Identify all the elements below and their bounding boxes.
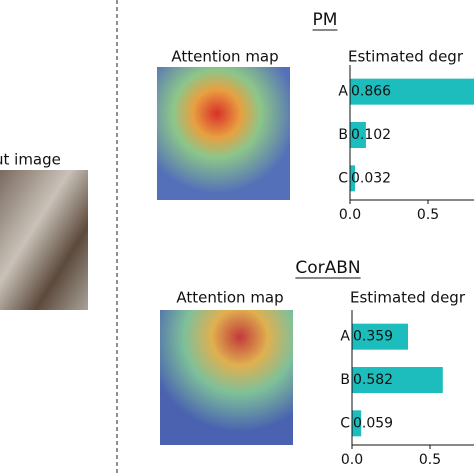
image-caption: Attention map [171, 48, 278, 66]
attention-image [160, 310, 293, 445]
panel-heading: CorABN [295, 258, 360, 278]
value-label: 0.866 [351, 84, 391, 100]
y-tick-label: A [340, 329, 350, 345]
chart-title: Estimated degr [348, 48, 464, 66]
x-tick-label: 0.5 [419, 452, 441, 468]
bar [352, 323, 409, 350]
input-caption: ut image [0, 151, 61, 169]
attention-image [157, 67, 290, 200]
value-label: 0.582 [353, 372, 393, 388]
x-tick-label: 0.0 [341, 452, 363, 468]
x-tick-label: 0.5 [417, 207, 439, 223]
y-tick-label: B [340, 372, 350, 388]
y-tick-label: C [338, 170, 348, 186]
bar [350, 165, 355, 192]
value-label: 0.359 [353, 329, 393, 345]
y-tick-label: A [338, 84, 348, 100]
bar [352, 367, 443, 393]
value-label: 0.102 [351, 127, 391, 143]
bar [350, 122, 366, 148]
y-tick-label: B [338, 127, 348, 143]
input-image [0, 170, 88, 310]
chart-title: Estimated degr [350, 289, 466, 307]
image-caption: Attention map [176, 289, 283, 307]
x-tick-label: 0.0 [339, 207, 361, 223]
bar [352, 410, 362, 437]
bar [350, 78, 474, 105]
y-tick-label: C [340, 415, 350, 431]
panel-heading: PM [313, 10, 338, 30]
value-label: 0.059 [353, 415, 393, 431]
value-label: 0.032 [351, 170, 391, 186]
